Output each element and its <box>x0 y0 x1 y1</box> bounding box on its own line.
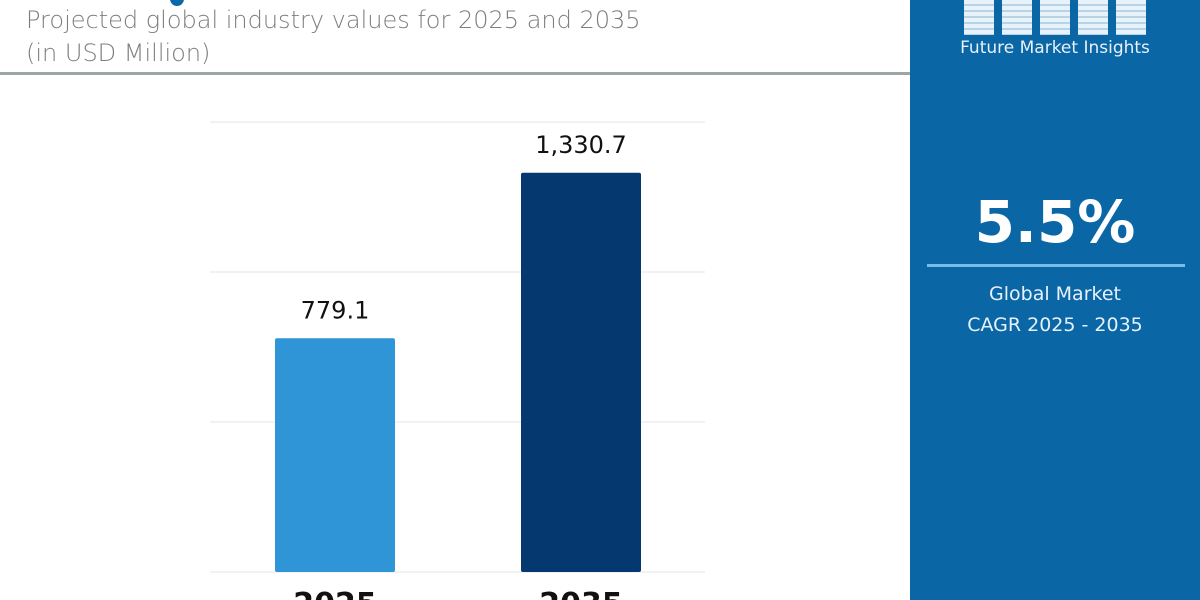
cagr-label-line-1: Global Market <box>989 283 1121 305</box>
data-label-2035: 1,330.7 <box>535 131 627 159</box>
cagr-divider <box>927 264 1185 267</box>
data-label-2025: 779.1 <box>301 296 370 324</box>
bar-chart: 779.1 2025 1,330.7 2035 <box>210 121 705 600</box>
header-divider <box>0 72 910 75</box>
bar-2035 <box>521 172 641 573</box>
side-panel: Future Market Insights 5.5% Global Marke… <box>910 0 1200 600</box>
brand-logo-icon <box>955 0 1155 35</box>
brand-name: Future Market Insights <box>960 38 1150 58</box>
cagr-value: 5.5% <box>974 188 1136 256</box>
title-bullet-icon <box>170 0 184 6</box>
title-line-1: Projected global industry values for 202… <box>26 6 641 34</box>
chart-title: Projected global industry values for 202… <box>26 4 641 70</box>
bar-2025 <box>275 338 395 572</box>
cagr-label-line-2: CAGR 2025 - 2035 <box>967 314 1143 336</box>
category-label-2025: 2025 <box>293 587 377 600</box>
title-line-2: (in USD Million) <box>26 39 211 67</box>
category-label-2035: 2035 <box>539 587 623 600</box>
